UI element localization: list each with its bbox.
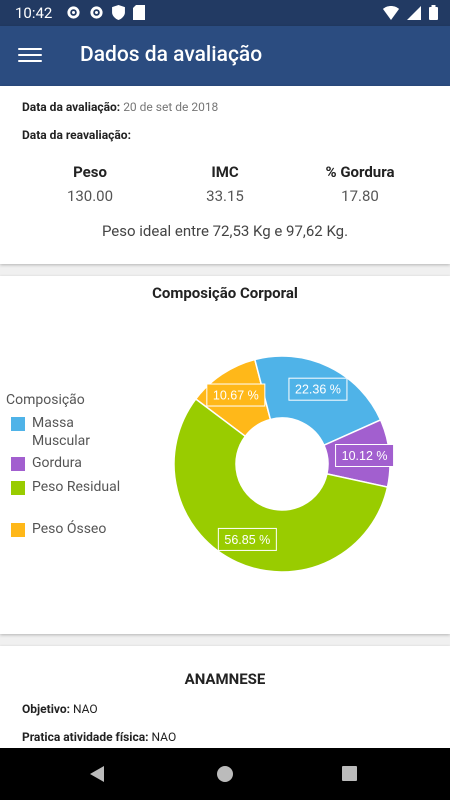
reevaluation-date-row: Data da reavaliação:: [22, 128, 131, 142]
legend-swatch: [11, 523, 25, 537]
metric-value: 130.00: [66, 187, 114, 205]
legend-item-peso-osseo: Peso Ósseo: [11, 520, 122, 538]
legend-item-peso-residual: Peso Residual: [11, 478, 122, 496]
legend-swatch: [11, 481, 25, 495]
ideal-weight-text: Peso ideal entre 72,53 Kg e 97,62 Kg.: [101, 222, 349, 240]
slice-label-text: 10.12 %: [342, 449, 388, 463]
settings-icon: [67, 6, 80, 19]
recents-icon[interactable]: [342, 766, 357, 781]
metric-imc: IMC 33.15: [150, 163, 300, 205]
menu-icon[interactable]: [18, 44, 42, 68]
legend-swatch: [11, 457, 25, 471]
legend-item-massa-muscular: Massa Muscular: [11, 414, 122, 450]
objetivo-value: NAO: [73, 702, 98, 716]
signal-icon: [407, 5, 421, 20]
legend-item-gordura: Gordura: [11, 454, 122, 472]
legend-label: Gordura: [32, 455, 82, 471]
pratica-value: NAO: [151, 730, 177, 744]
legend-title: Composição: [6, 392, 85, 408]
shield-icon: [112, 5, 125, 20]
pratica-label: Pratica atividade física:: [22, 730, 149, 744]
composition-card: Composição Corporal Composição Massa Mus…: [0, 276, 450, 634]
app-bar: Dados da avaliação: [0, 26, 450, 86]
battery-icon: [429, 5, 438, 20]
back-icon[interactable]: [90, 766, 106, 782]
slice-label: 56.85 %: [217, 527, 277, 551]
slice-label: 22.36 %: [288, 377, 348, 401]
slice-label-text: 10.67 %: [213, 389, 259, 403]
page-title: Dados da avaliação: [80, 43, 263, 67]
sd-card-icon: [133, 5, 145, 20]
slice-label-text: 56.85 %: [224, 533, 270, 547]
chart-title: Composição Corporal: [152, 284, 298, 302]
pratica-row: Pratica atividade física: NAO: [22, 730, 176, 744]
slice-label-text: 22.36 %: [295, 383, 341, 397]
metric-value: 17.80: [341, 187, 379, 205]
metric-label: % Gordura: [325, 163, 395, 181]
evaluation-date-value: 20 de set de 2018: [123, 100, 219, 114]
composition-donut-chart: 10.67 % 22.36 % 10.12 % 56.85 %: [173, 355, 395, 573]
evaluation-card: Data da avaliação: 20 de set de 2018 Dat…: [0, 86, 450, 264]
metric-label: Peso: [73, 163, 107, 181]
metric-peso: Peso 130.00: [15, 163, 165, 205]
legend-label: Peso Ósseo: [32, 521, 107, 537]
legend-swatch: [11, 417, 25, 431]
evaluation-date-label: Data da avaliação:: [22, 100, 121, 114]
status-time: 10:42: [15, 4, 53, 22]
settings-icon-2: [90, 6, 103, 19]
slice-label: 10.12 %: [335, 444, 395, 468]
metric-label: IMC: [211, 163, 239, 181]
anamnese-title: ANAMNESE: [184, 670, 266, 688]
home-icon[interactable]: [217, 766, 233, 782]
slice-label: 10.67 %: [206, 383, 266, 407]
wifi-icon: [383, 5, 399, 20]
reevaluation-date-label: Data da reavaliação:: [22, 128, 131, 142]
legend-label: Massa Muscular: [32, 415, 90, 449]
objetivo-row: Objetivo: NAO: [22, 702, 98, 716]
evaluation-date-row: Data da avaliação: 20 de set de 2018: [22, 100, 218, 114]
anamnese-card: ANAMNESE Objetivo: NAO Pratica atividade…: [0, 646, 450, 748]
legend-label: Peso Residual: [32, 479, 121, 495]
metric-value: 33.15: [206, 187, 244, 205]
status-bar: 10:42: [0, 0, 450, 26]
navigation-bar: [0, 748, 450, 800]
metric-gordura: % Gordura 17.80: [285, 163, 435, 205]
objetivo-label: Objetivo:: [22, 702, 71, 716]
